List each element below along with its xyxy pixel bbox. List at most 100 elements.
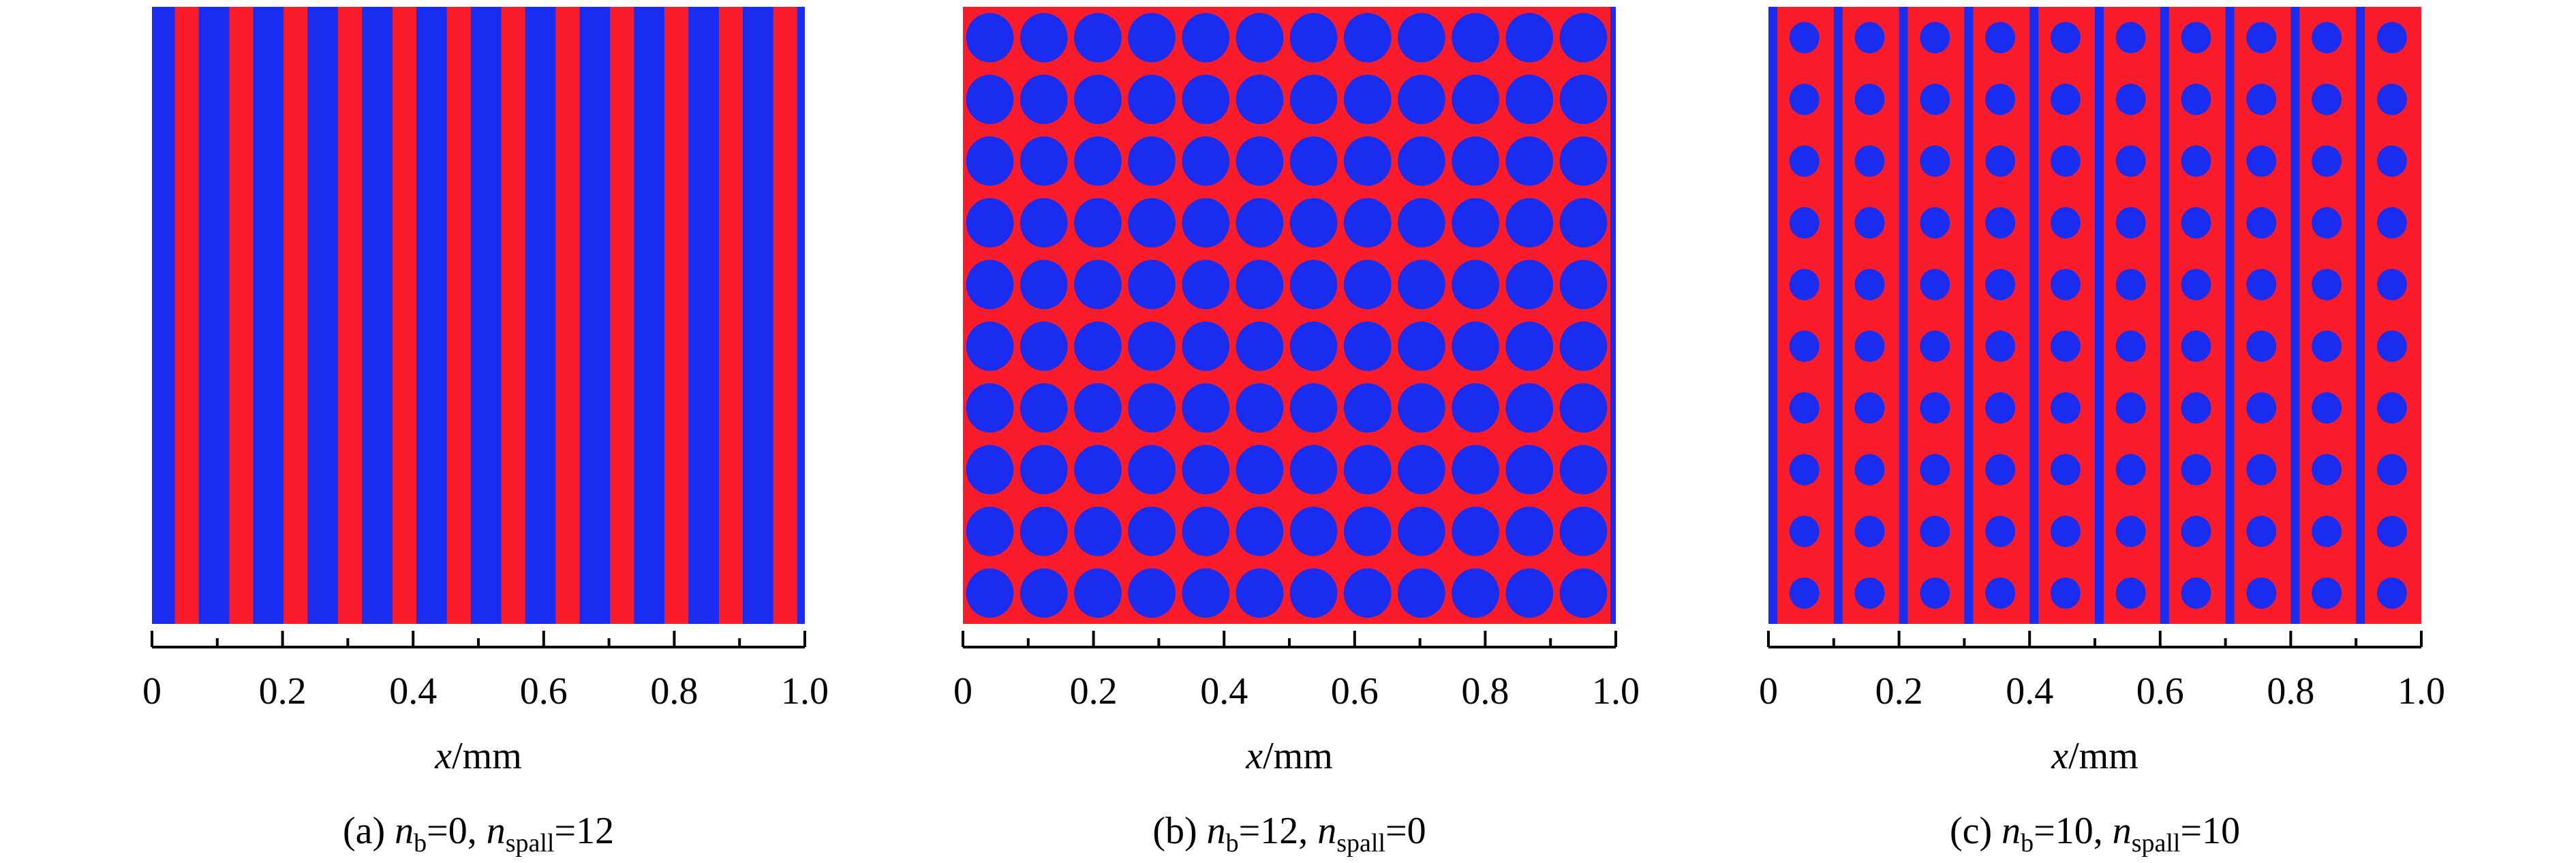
spall-particle — [2376, 207, 2407, 239]
x-tick-label: 0.8 — [1461, 670, 1509, 712]
spall-particle — [2181, 330, 2211, 362]
matrix — [152, 7, 805, 624]
spall-particle — [2246, 330, 2277, 362]
particle — [1505, 198, 1554, 248]
particle — [1236, 198, 1284, 248]
spall-particle — [2115, 392, 2146, 424]
spall-particle — [2246, 207, 2277, 239]
particle — [966, 321, 1014, 371]
particle — [1182, 445, 1230, 495]
caption: (a) nb=0, nspall=12 — [343, 810, 614, 858]
caption-sub: b — [2021, 829, 2034, 858]
spall-particle — [2115, 83, 2146, 115]
particle — [1236, 445, 1284, 495]
particle — [1289, 568, 1338, 618]
particle — [1559, 13, 1608, 63]
particle — [1128, 136, 1176, 186]
caption-var: n — [487, 810, 506, 852]
spall-particle — [2115, 330, 2146, 362]
caption-sub: spall — [2132, 829, 2181, 858]
caption-value: 0 — [1407, 810, 1426, 852]
x-unit: /mm — [1263, 735, 1333, 777]
particle — [966, 383, 1014, 433]
spall-particle — [2246, 577, 2277, 609]
x-axis-label: x/mm — [1245, 735, 1333, 777]
particle — [1289, 260, 1338, 309]
caption-sub: b — [1226, 829, 1239, 858]
caption-var: n — [395, 810, 414, 852]
spall-particle — [2376, 392, 2407, 424]
spall-particle — [1854, 392, 1885, 424]
spall-stripe — [446, 7, 471, 624]
caption-sep: , — [2094, 810, 2103, 852]
spall-particle — [1920, 330, 1950, 362]
caption-value: 12 — [576, 810, 614, 852]
particle — [1452, 383, 1499, 433]
boundary-line — [2225, 7, 2235, 624]
particle — [1182, 260, 1230, 309]
caption-sub: spall — [1336, 829, 1385, 858]
spall-particle — [1789, 207, 1820, 239]
particle — [1019, 198, 1068, 248]
particle — [1128, 445, 1176, 495]
particle — [1182, 321, 1230, 371]
particle — [1074, 445, 1122, 495]
x-tick-label: 0.6 — [520, 670, 568, 712]
spall-particle — [2181, 22, 2211, 54]
particle — [1343, 321, 1392, 371]
boundary-line — [1768, 7, 1777, 624]
particle — [1343, 260, 1392, 309]
spall-particle — [2312, 268, 2342, 300]
particle — [1236, 136, 1284, 186]
spall-particle — [1985, 454, 2016, 486]
particle — [1398, 260, 1445, 309]
particle — [1074, 13, 1122, 63]
particle — [1559, 321, 1608, 371]
x-axis-label: x/mm — [434, 735, 522, 777]
particle — [1505, 74, 1554, 125]
caption-eq: = — [1239, 810, 1261, 852]
caption-label: (b) — [1152, 810, 1197, 852]
caption-value: 0 — [448, 810, 467, 852]
spall-particle — [2181, 145, 2211, 177]
spall-particle — [1854, 22, 1885, 54]
spall-particle — [2181, 577, 2211, 609]
particle — [1236, 321, 1284, 371]
particle — [1343, 568, 1392, 618]
particle — [1289, 445, 1338, 495]
particle — [1343, 74, 1392, 125]
particle — [1505, 506, 1554, 556]
particle — [1398, 198, 1445, 248]
particle — [1505, 445, 1554, 495]
caption-label: (c) — [1950, 810, 1992, 852]
particle — [1343, 198, 1392, 248]
x-tick-label: 0 — [142, 670, 162, 712]
spall-stripe — [283, 7, 308, 624]
spall-particle — [2050, 516, 2081, 548]
x-axis-label: x/mm — [2051, 735, 2138, 777]
spall-particle — [2050, 577, 2081, 609]
x-tick-label: 1.0 — [1592, 670, 1640, 712]
particle — [966, 74, 1014, 125]
particle — [1236, 260, 1284, 309]
particle — [1559, 445, 1608, 495]
boundary-line — [1964, 7, 1974, 624]
spall-particle — [1985, 22, 2016, 54]
spall-particle — [1985, 207, 2016, 239]
particle — [1452, 321, 1499, 371]
spall-particle — [2246, 392, 2277, 424]
particle — [1236, 74, 1284, 125]
particle — [1074, 74, 1122, 125]
spall-particle — [2115, 145, 2146, 177]
x-tick-label: 0.6 — [1331, 670, 1379, 712]
particle — [1452, 13, 1499, 63]
spall-particle — [2312, 392, 2342, 424]
spall-particle — [1920, 392, 1950, 424]
particle — [1398, 13, 1445, 63]
particle — [1128, 198, 1176, 248]
particle — [1452, 260, 1499, 309]
particle — [1289, 198, 1338, 248]
particle — [1182, 198, 1230, 248]
particle — [1182, 383, 1230, 433]
spall-particle — [1920, 577, 1950, 609]
